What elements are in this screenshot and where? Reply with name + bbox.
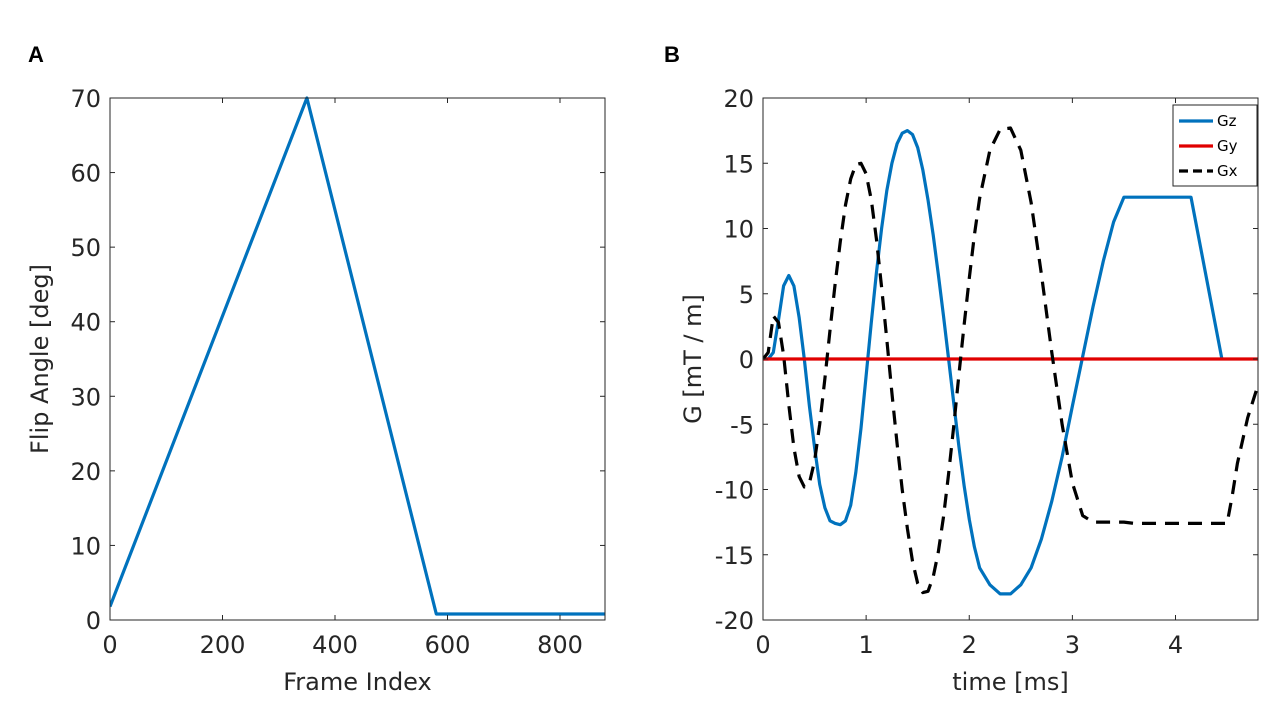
y-axis-label: G [mT / m] [679, 294, 707, 424]
panel-label-b: B [664, 42, 680, 67]
x-tick-label: 1 [858, 631, 873, 659]
x-tick-label: 0 [755, 631, 770, 659]
x-tick-label: 4 [1168, 631, 1183, 659]
legend-label-gy: Gy [1217, 137, 1238, 155]
y-tick-label: 70 [70, 85, 101, 113]
series-line-gx [763, 126, 1258, 595]
y-tick-label: 30 [70, 383, 101, 411]
x-tick-label: 200 [200, 631, 246, 659]
x-tick-label: 3 [1065, 631, 1080, 659]
y-tick-label: 20 [723, 85, 754, 113]
y-tick-label: -5 [730, 411, 754, 439]
chart-b-gradients: 0 1 2 3 4 -20 -15 -10 -5 0 5 10 15 20 time [ms] G [mT /… [679, 85, 1259, 696]
y-tick-label: 60 [70, 160, 101, 188]
y-tick-label: 50 [70, 234, 101, 262]
panel-label-a: A [28, 42, 44, 67]
y-tick-label: 20 [70, 458, 101, 486]
series-line-flip-angle [110, 96, 605, 616]
x-tick-label: 600 [425, 631, 471, 659]
legend: Gz Gy Gx [1172, 104, 1258, 187]
x-axis-label: time [ms] [952, 668, 1068, 696]
x-tick-label: 400 [312, 631, 358, 659]
y-tick-label: 40 [70, 309, 101, 337]
y-tick-label: -15 [715, 542, 754, 570]
y-tick-label: 5 [739, 281, 754, 309]
y-tick-label: 10 [70, 532, 101, 560]
plot-frame [109, 97, 606, 621]
y-tick-label: -20 [715, 607, 754, 635]
y-tick-label: 10 [723, 216, 754, 244]
legend-label-gx: Gx [1217, 162, 1238, 180]
x-tick-label: 800 [537, 631, 583, 659]
y-tick-label: 15 [723, 150, 754, 178]
y-tick-label: -10 [715, 477, 754, 505]
chart-a-flip-angle: 0 200 400 600 800 0 10 20 30 40 50 60 70 Frame Index F… [26, 85, 606, 696]
x-tick-label: 2 [962, 631, 977, 659]
x-axis-label: Frame Index [283, 668, 431, 696]
x-tick-label: 0 [102, 631, 117, 659]
y-tick-label: 0 [86, 607, 101, 635]
y-axis-label: Flip Angle [deg] [26, 264, 54, 454]
legend-label-gz: Gz [1217, 112, 1237, 130]
y-tick-label: 0 [739, 346, 754, 374]
